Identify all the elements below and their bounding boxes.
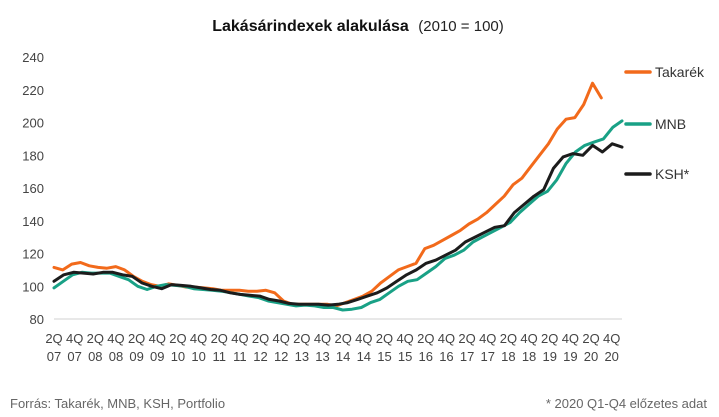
x-axis: 2Q 07 4Q 07 2Q 08 4Q 08 2Q 09 4Q 09 2Q 10 4Q 10 2Q 11 4Q 11… [45, 318, 622, 364]
x-tick-quarter: 2Q [169, 331, 186, 346]
y-tick-label: 180 [22, 148, 44, 163]
x-tick-quarter: 4Q [149, 331, 166, 346]
x-tick-year: 19 [542, 349, 556, 364]
x-tick-year: 09 [129, 349, 143, 364]
x-tick-year: 16 [419, 349, 433, 364]
x-tick-quarter: 4Q [107, 331, 124, 346]
x-tick-year: 19 [563, 349, 577, 364]
x-tick-year: 18 [522, 349, 536, 364]
x-tick-quarter: 2Q [211, 331, 228, 346]
x-tick-year: 20 [584, 349, 598, 364]
legend-label: Takarék [655, 64, 705, 80]
x-tick-quarter: 4Q [190, 331, 207, 346]
series-lines [52, 81, 624, 312]
x-tick-year: 16 [439, 349, 453, 364]
x-tick-quarter: 2Q [541, 331, 558, 346]
y-tick-label: 140 [22, 214, 44, 229]
y-tick-label: 160 [22, 181, 44, 196]
y-tick-label: 100 [22, 279, 44, 294]
x-tick-quarter: 4Q [273, 331, 290, 346]
x-tick-quarter: 2Q [45, 331, 62, 346]
x-tick-quarter: 4Q [520, 331, 537, 346]
source-note: Forrás: Takarék, MNB, KSH, Portfolio [10, 396, 226, 411]
y-tick-label: 240 [22, 50, 44, 65]
x-tick-quarter: 4Q [438, 331, 455, 346]
x-tick-quarter: 4Q [396, 331, 413, 346]
y-tick-label: 220 [22, 83, 44, 98]
x-tick-year: 09 [150, 349, 164, 364]
x-tick-quarter: 2Q [376, 331, 393, 346]
chart-title-main: Lakásárindexek alakulása [212, 18, 409, 35]
legend-label: MNB [655, 116, 686, 132]
x-tick-year: 15 [398, 349, 412, 364]
chart-title: Lakásárindexek alakulása (2010 = 100) [212, 18, 504, 35]
x-tick-quarter: 4Q [479, 331, 496, 346]
x-tick-year: 07 [47, 349, 61, 364]
x-tick-year: 13 [295, 349, 309, 364]
x-tick-year: 18 [501, 349, 515, 364]
x-tick-year: 17 [460, 349, 474, 364]
x-tick-year: 10 [191, 349, 205, 364]
x-tick-year: 17 [481, 349, 495, 364]
y-tick-label: 80 [30, 312, 44, 327]
x-tick-year: 10 [171, 349, 185, 364]
x-tick-quarter: 4Q [355, 331, 372, 346]
x-tick-year: 12 [274, 349, 288, 364]
x-tick-quarter: 4Q [603, 331, 620, 346]
x-tick-year: 15 [377, 349, 391, 364]
x-tick-quarter: 2Q [582, 331, 599, 346]
x-tick-quarter: 2Q [417, 331, 434, 346]
x-tick-quarter: 4Q [562, 331, 579, 346]
x-tick-year: 13 [315, 349, 329, 364]
x-tick-year: 11 [233, 349, 247, 364]
x-tick-quarter: 2Q [252, 331, 269, 346]
x-tick-year: 08 [109, 349, 123, 364]
x-tick-quarter: 4Q [231, 331, 248, 346]
y-tick-label: 200 [22, 116, 44, 131]
legend-label: KSH* [655, 166, 690, 182]
series-line-2 [52, 119, 624, 312]
x-tick-year: 07 [67, 349, 81, 364]
x-tick-year: 12 [253, 349, 267, 364]
x-tick-quarter: 2Q [87, 331, 104, 346]
x-tick-quarter: 2Q [293, 331, 310, 346]
y-axis: 80 100 120 140 160 180 200 220 240 [22, 50, 44, 327]
footnote: * 2020 Q1-Q4 előzetes adat [545, 396, 707, 411]
series-line-1 [52, 81, 603, 308]
legend: Takarék MNB KSH* [624, 64, 705, 182]
x-tick-quarter: 2Q [128, 331, 145, 346]
x-tick-quarter: 4Q [314, 331, 331, 346]
x-tick-year: 11 [212, 349, 226, 364]
x-tick-year: 08 [88, 349, 102, 364]
series-line-3 [52, 142, 624, 307]
x-tick-quarter: 2Q [458, 331, 475, 346]
x-tick-quarter: 2Q [334, 331, 351, 346]
x-tick-year: 14 [357, 349, 371, 364]
x-tick-quarter: 2Q [500, 331, 517, 346]
x-tick-year: 20 [604, 349, 618, 364]
x-tick-year: 14 [336, 349, 350, 364]
y-tick-label: 120 [22, 247, 44, 262]
chart-subtitle: (2010 = 100) [418, 18, 503, 35]
x-tick-quarter: 4Q [66, 331, 83, 346]
